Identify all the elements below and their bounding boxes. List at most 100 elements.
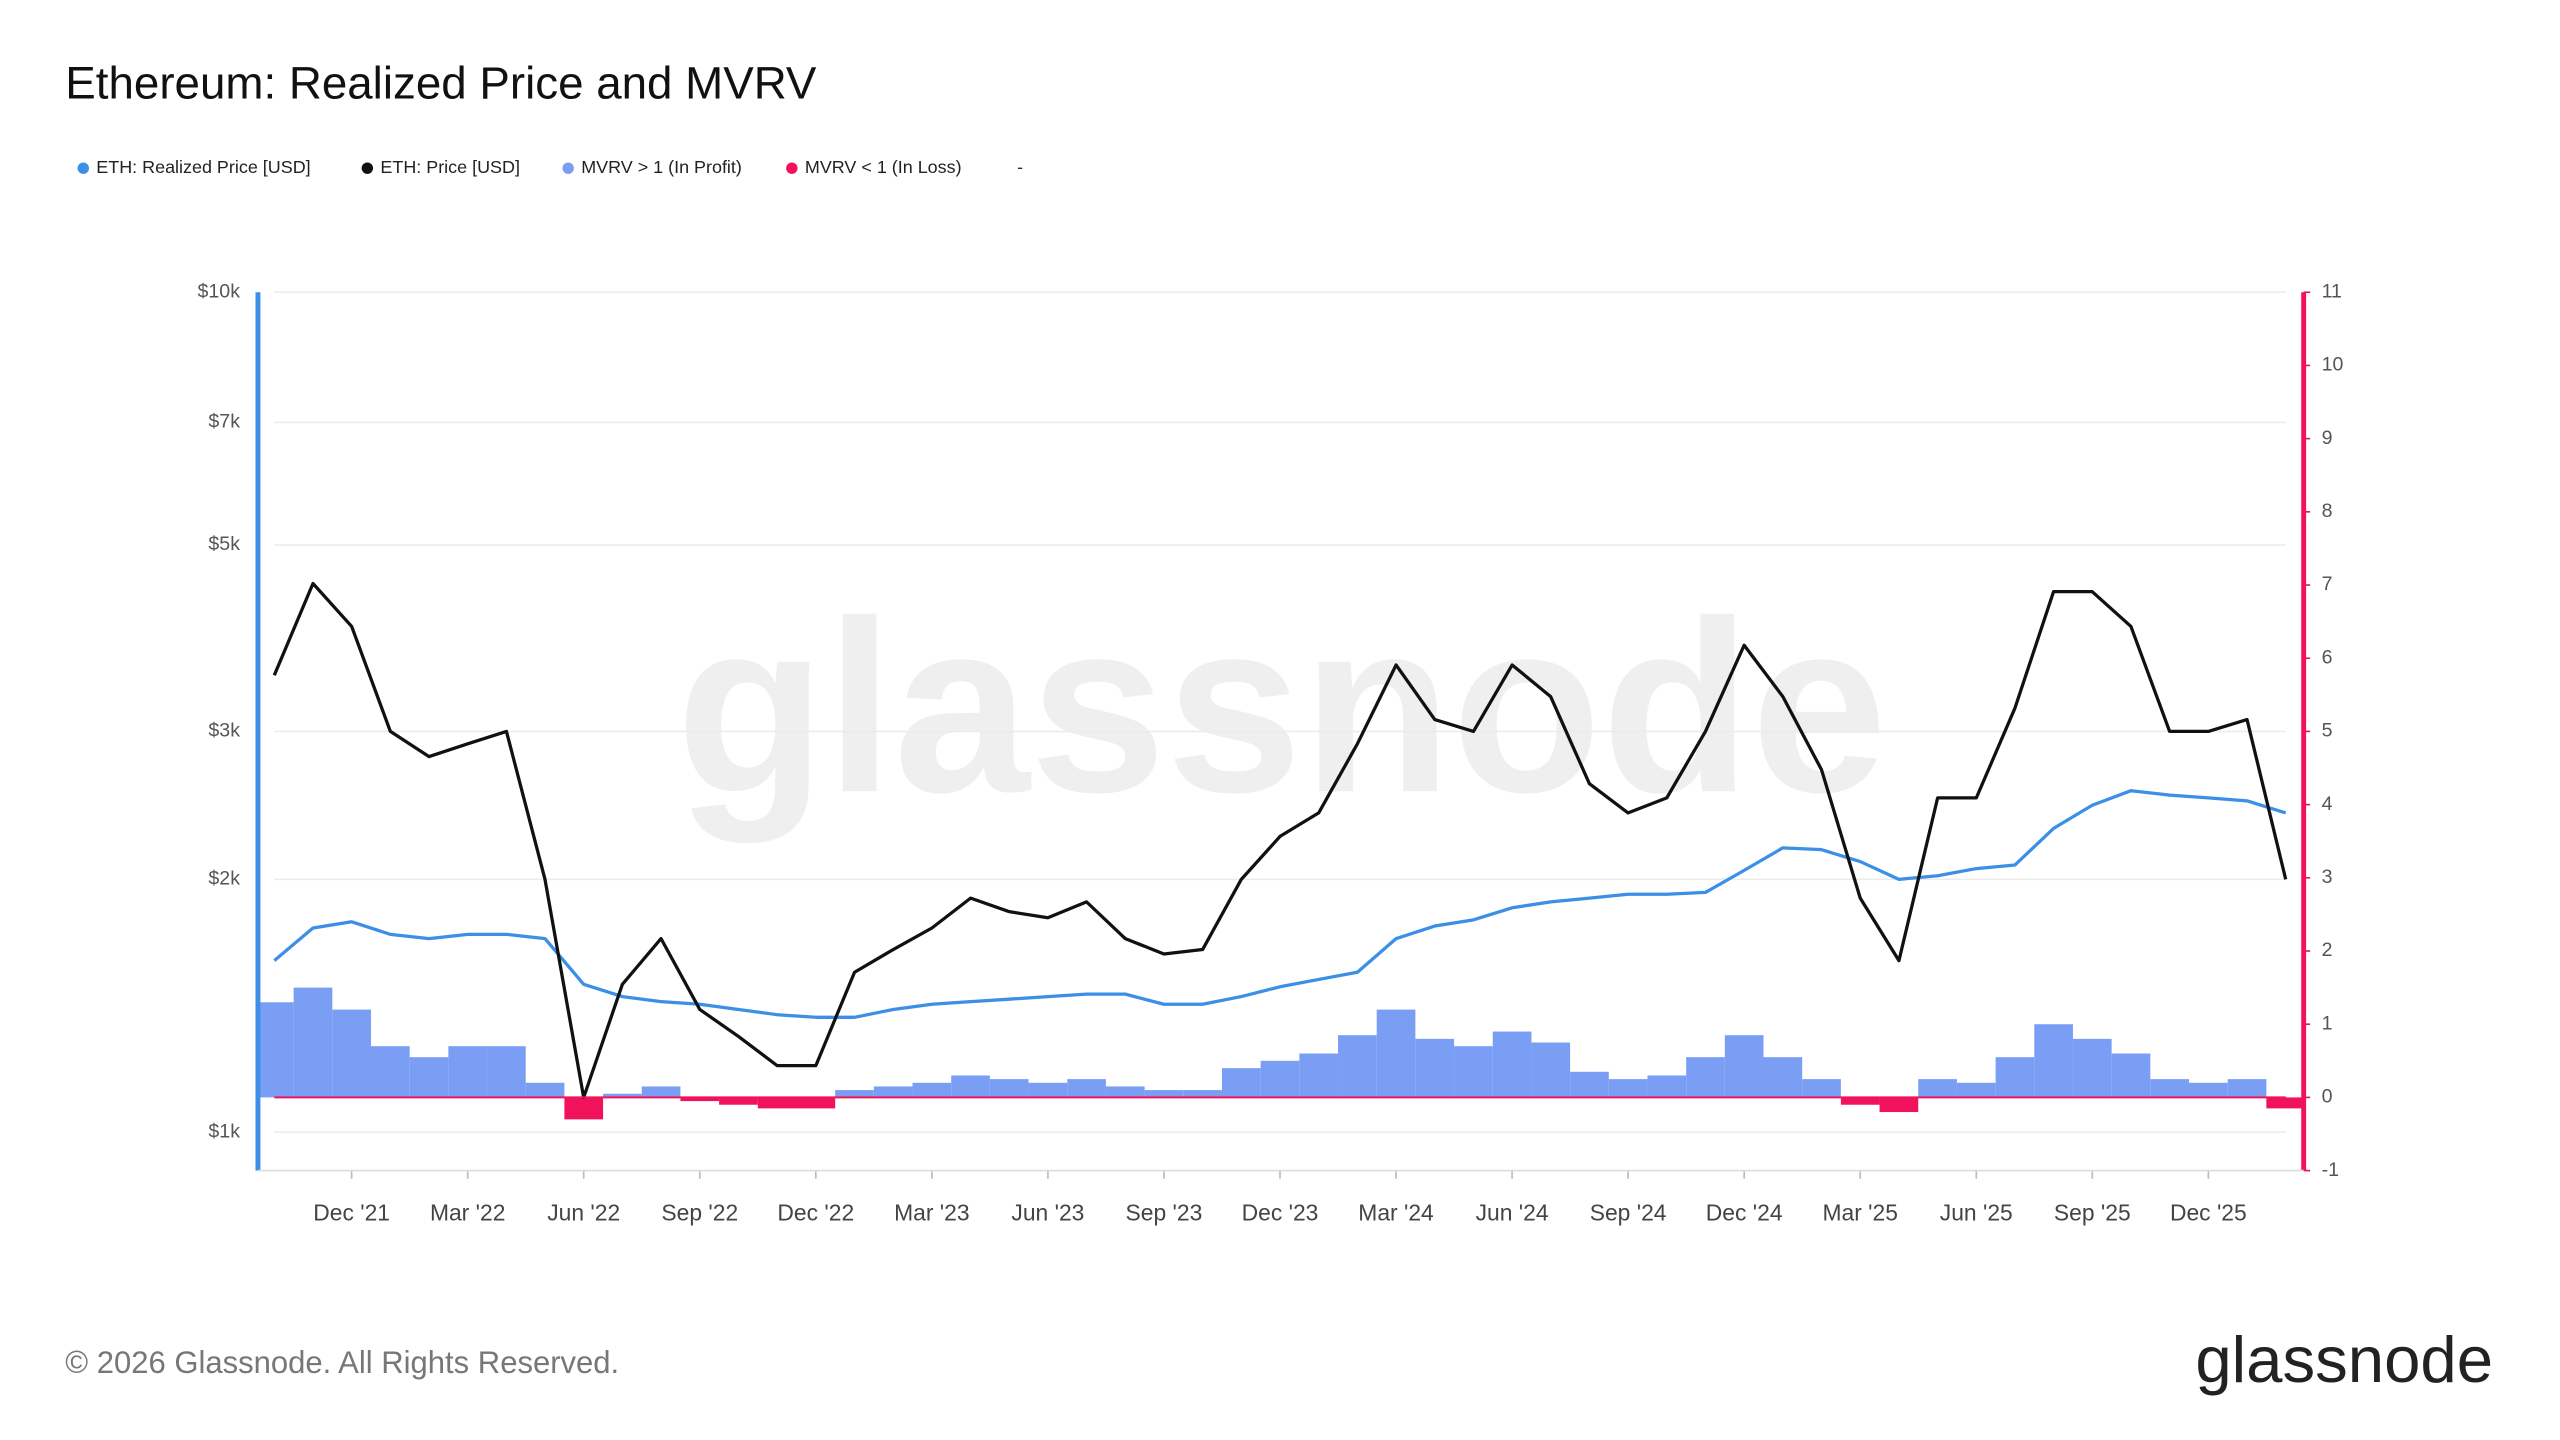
mvrv-bar [1995,1057,2035,1098]
y2-tick-label: 2 [2322,939,2333,961]
mvrv-bar [1144,1090,1184,1098]
y2-tick-label: 0 [2322,1086,2333,1108]
y2-tick-label: 10 [2322,354,2344,376]
x-tick-label: Dec '22 [777,1200,854,1226]
legend-label: MVRV < 1 (In Loss) [805,157,962,177]
chart-title: Ethereum: Realized Price and MVRV [65,58,817,109]
mvrv-bar [989,1079,1029,1098]
mvrv-bar [1724,1035,1764,1098]
x-tick-label: Mar '24 [1358,1200,1434,1226]
mvrv-bar [2072,1038,2112,1098]
mvrv-bar [1028,1082,1068,1098]
mvrv-bars [257,987,2304,1120]
mvrv-bar [293,987,333,1098]
y-tick-label: $10k [198,280,241,302]
x-tick-label: Sep '25 [2054,1200,2131,1226]
mvrv-bar [257,1002,294,1098]
mvrv-bar [525,1082,565,1098]
y2-tick-label: 7 [2322,573,2333,595]
mvrv-bar [1686,1057,1725,1098]
mvrv-bar [2034,1024,2073,1098]
mvrv-bar [564,1097,604,1120]
y2-tick-label: 3 [2322,866,2333,888]
legend: ETH: Realized Price [USD] ETH: Price [USD… [77,157,962,177]
legend-marker [77,162,89,174]
mvrv-bar [951,1075,990,1098]
mvrv-bar [1338,1035,1377,1098]
mvrv-bar [1299,1053,1339,1098]
mvrv-bar [1956,1082,1996,1098]
x-tick-label: Sep '22 [661,1200,738,1226]
mvrv-bar [1260,1060,1300,1098]
y-tick-label: $1k [208,1120,240,1142]
mvrv-bar [873,1086,913,1098]
lines [272,581,2288,1100]
mvrv-bar [1183,1090,1222,1098]
y2-tick-label: 1 [2322,1012,2333,1034]
x-tick-label: Mar '25 [1822,1200,1897,1226]
y2-tick-label: 9 [2322,427,2333,449]
mvrv-bar [2111,1053,2151,1098]
mvrv-bar [912,1082,952,1098]
mvrv-bar [1105,1086,1145,1098]
x-tick-label: Dec '24 [1706,1200,1783,1226]
series-line [272,581,2288,1100]
mvrv-bar [680,1097,720,1102]
mvrv-bar [1802,1079,1841,1098]
x-tick-label: Sep '24 [1590,1200,1667,1226]
mvrv-bar [2189,1082,2228,1098]
x-tick-label: Mar '22 [430,1200,505,1226]
x-tick-label: Jun '25 [1940,1200,2013,1226]
mvrv-bar [1840,1097,1880,1105]
mvrv-bar [448,1046,488,1098]
mvrv-bar [1221,1068,1261,1098]
mvrv-bar [332,1009,371,1098]
mvrv-bar [1376,1009,1416,1098]
y2-tick-label: 5 [2322,720,2333,742]
y2-tick-label: 6 [2322,646,2333,668]
mvrv-bar [1879,1097,1919,1113]
legend-extra: - [1017,157,1023,177]
mvrv-bar [1067,1079,1106,1098]
mvrv-bar [1570,1071,1609,1098]
grid [274,291,2286,1133]
mvrv-bar [2150,1079,2190,1098]
x-tick-label: Sep '23 [1126,1200,1203,1226]
mvrv-bar [370,1046,410,1098]
y2-tick-label: 11 [2322,280,2342,302]
mvrv-bar [1415,1038,1455,1098]
axes: $1k $2k $3k $5k $7k $10k -1 0 1 2 3 4 5 6 7 8 9 10 11 Dec '… [198,280,2344,1225]
legend-marker [361,162,374,174]
legend-label: ETH: Price [USD] [380,157,520,177]
mvrv-bar [719,1097,758,1105]
legend-marker [786,162,798,174]
x-tick-label: Jun '22 [547,1200,620,1226]
y2-tick-label: -1 [2322,1159,2339,1181]
mvrv-bar [1531,1042,1571,1098]
footer: © 2026 Glassnode. All Rights Reserved. [65,1345,619,1380]
mvrv-bar [835,1090,874,1098]
series-line [273,789,2287,1019]
mvrv-bar [1918,1079,1957,1098]
mvrv-bar [1492,1031,1532,1098]
mvrv-bar [2227,1079,2267,1098]
x-tick-label: Dec '21 [313,1200,390,1226]
mvrv-bar [641,1086,681,1098]
mvrv-bar [1608,1079,1648,1098]
x-tick-label: Jun '23 [1011,1200,1084,1226]
y-tick-label: $2k [208,868,240,890]
legend-label: MVRV > 1 (In Profit) [581,157,742,177]
mvrv-bar [796,1097,836,1109]
mvrv-bar [487,1046,526,1098]
watermark: glassnode [676,569,1887,843]
x-tick-label: Dec '23 [1242,1200,1319,1226]
legend-label: ETH: Realized Price [USD] [96,157,310,177]
mvrv-bar [2266,1097,2304,1109]
y2-tick-label: 8 [2322,500,2333,522]
mvrv-bar [1647,1075,1687,1098]
y-tick-label: $5k [208,533,240,555]
mvrv-bar [1454,1046,1493,1098]
mvrv-bar [603,1093,642,1098]
y2-tick-label: 4 [2322,793,2333,815]
